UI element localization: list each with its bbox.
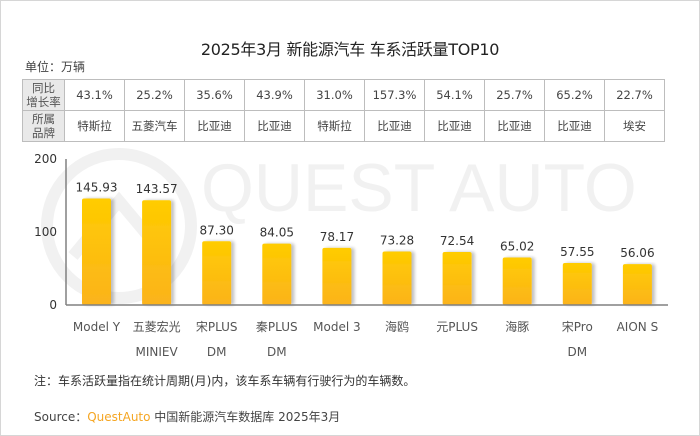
unit-label: 单位：万辆 xyxy=(25,60,86,74)
value-labels: 145.93 143.57 87.30 84.05 78.17 73.28 72.54 65.… xyxy=(76,180,655,260)
growth-cell: 54.1% xyxy=(424,79,485,111)
footnote: 注：车系活跃量指在统计周期(月)内，该车系车辆有行驶行为的车辆数。 xyxy=(34,374,416,388)
brand-header-line2: 品牌 xyxy=(32,126,55,140)
value-label: 87.30 xyxy=(200,223,234,237)
growth-cell: 22.7% xyxy=(604,79,665,111)
source-label: Source： xyxy=(34,410,88,424)
x-tick-label: 宋Pro xyxy=(562,319,593,334)
source-text: 中国新能源汽车数据库 2025年3月 xyxy=(150,410,341,424)
bar xyxy=(262,243,292,305)
bar xyxy=(202,241,232,305)
value-label: 65.02 xyxy=(500,240,534,254)
value-label: 73.28 xyxy=(380,234,414,248)
source-line: Source：QuestAuto 中国新能源汽车数据库 2025年3月 xyxy=(34,408,340,425)
bar xyxy=(82,198,111,305)
value-label: 78.17 xyxy=(320,230,354,244)
brand-cell: 比亚迪 xyxy=(184,110,245,142)
y-tick-label: 0 xyxy=(49,298,57,312)
x-tick-label: 元PLUS xyxy=(436,320,478,334)
x-tick-label: 秦PLUS xyxy=(256,320,298,334)
x-tick-label: DM xyxy=(267,345,287,359)
x-tick-label: 五菱宏光 xyxy=(133,319,181,334)
bar xyxy=(502,257,532,305)
source-brand: QuestAuto xyxy=(87,410,151,424)
brand-cell: 特斯拉 xyxy=(304,110,365,142)
brand-cell: 比亚迪 xyxy=(424,110,485,142)
brand-header-line1: 所属 xyxy=(32,112,55,126)
value-label: 143.57 xyxy=(136,182,178,196)
x-tick-label: Model Y xyxy=(73,320,121,334)
brand-row: 所属 品牌 特斯拉 五菱汽车 比亚迪 比亚迪 特斯拉 比亚迪 比亚迪 比亚迪 比亚… xyxy=(22,110,665,142)
x-axis-labels: Model Y 五菱宏光 MINIEV 宋PLUS DM 秦PLUS DM Model 3 海鸥… xyxy=(73,319,658,359)
value-label: 145.93 xyxy=(76,180,118,194)
bar xyxy=(622,264,652,305)
bars xyxy=(82,198,652,305)
x-tick-label: 海豚 xyxy=(505,319,529,334)
growth-header-line2: 增长率 xyxy=(26,95,61,109)
bar xyxy=(322,247,352,305)
brand-cell: 特斯拉 xyxy=(64,110,125,142)
value-label: 84.05 xyxy=(260,226,294,240)
x-tick-label: DM xyxy=(207,345,227,359)
growth-header-line1: 同比 xyxy=(32,81,55,95)
x-tick-label: DM xyxy=(568,345,588,359)
x-tick-label: AION S xyxy=(617,320,659,334)
brand-row-header: 所属 品牌 xyxy=(22,110,65,142)
growth-cell: 25.7% xyxy=(484,79,545,111)
x-tick-label: 海鸥 xyxy=(385,319,409,334)
value-label: 57.55 xyxy=(560,245,594,259)
growth-cell: 35.6% xyxy=(184,79,245,111)
chart-title: 2025年3月 新能源汽车 车系活跃量TOP10 xyxy=(200,40,500,59)
x-tick-label: Model 3 xyxy=(313,320,360,334)
growth-cell: 31.0% xyxy=(304,79,365,111)
y-tick-label: 200 xyxy=(34,152,57,166)
bar xyxy=(442,252,472,305)
bar xyxy=(382,251,412,305)
bar xyxy=(562,262,592,305)
info-table: 同比 增长率 43.1% 25.2% 35.6% 43.9% 31.0% 157.… xyxy=(22,79,665,142)
bar xyxy=(142,200,172,305)
value-label: 72.54 xyxy=(440,234,474,248)
growth-cell: 157.3% xyxy=(364,79,425,111)
y-tick-label: 100 xyxy=(34,225,57,239)
brand-cell: 比亚迪 xyxy=(244,110,305,142)
x-tick-label: MINIEV xyxy=(135,345,178,359)
brand-cell: 五菱汽车 xyxy=(124,110,185,142)
x-tick-label: 宋PLUS xyxy=(196,319,238,334)
brand-cell: 比亚迪 xyxy=(364,110,425,142)
value-label: 56.06 xyxy=(620,246,654,260)
y-axis-ticks: 0 100 200 xyxy=(34,152,57,312)
brand-cell: 埃安 xyxy=(604,110,665,142)
